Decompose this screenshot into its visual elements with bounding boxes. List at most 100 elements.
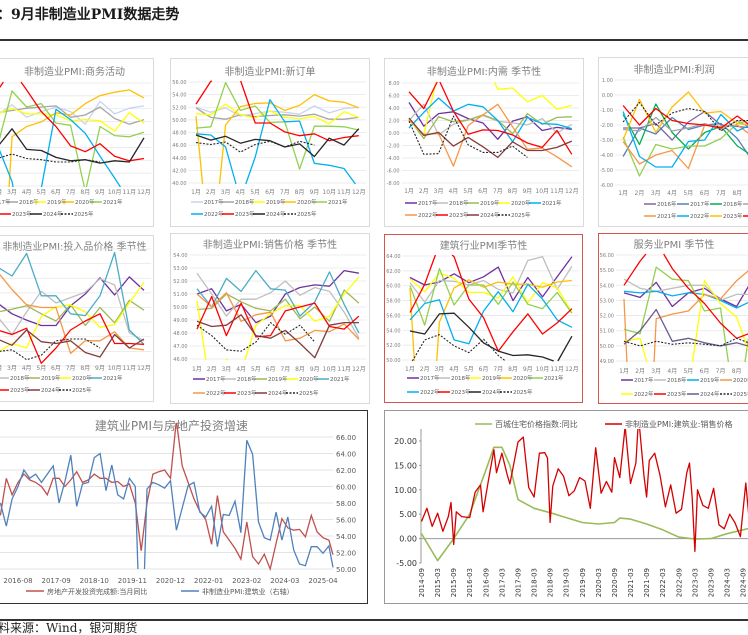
- chart-title: 非制造业PMI:利润: [633, 65, 715, 76]
- x-tick-label: 12月: [565, 366, 579, 373]
- series-line-2021: [0, 251, 145, 345]
- series-line-2025: [0, 153, 101, 163]
- x-tick-label: 2019-11: [118, 577, 147, 585]
- x-tick-label: 1月: [192, 366, 202, 373]
- chart-house-price-vs-sales-price: -5.00 0.00 5.00 10.00 15.00 20.00 2014-09 2015-…: [384, 410, 748, 604]
- legend-label: 2018年: [237, 375, 257, 383]
- y-tick-label: 52.00: [600, 314, 614, 320]
- series-line-2020: [436, 279, 572, 362]
- x-tick-label: 2月: [420, 366, 430, 373]
- series-line-2022: [691, 280, 748, 363]
- series-line-2019: [623, 290, 748, 309]
- x-tick-label: 12月: [352, 189, 366, 196]
- y-tick-label: 58.00: [386, 299, 400, 305]
- x-tick-label: 12月: [137, 365, 151, 372]
- chart-canvas: 49.00 50.00 51.00 52.00 53.00 54.00 55.00 56.00…: [600, 253, 748, 398]
- series-group: [0, 81, 145, 188]
- right-axis-tick: 54.00: [336, 533, 356, 541]
- legend-label: 2017年: [0, 198, 11, 206]
- x-tick-label: 4月: [449, 366, 459, 373]
- series-line-2025: [622, 101, 748, 132]
- legend-label: 2018年: [19, 198, 39, 206]
- legend-label: 2020年: [75, 198, 95, 206]
- y-tick-label: -4.00: [387, 156, 400, 162]
- x-tick-label: 9月: [522, 188, 532, 195]
- y-tick-label: 8.00: [388, 81, 399, 87]
- x-tick-label: 2015-03: [434, 568, 442, 597]
- chart-business-activity: 非制造业PMI:商务活动1月2月3月4月5月6月7月8月9月10月11月12月2…: [0, 58, 154, 227]
- series-line-2017: [196, 269, 360, 324]
- legend-label: 2022年: [634, 390, 654, 398]
- series-line-2022: [40, 108, 121, 188]
- y-tick-label: 42.00: [172, 168, 186, 174]
- legend-label: 2019年: [47, 198, 67, 206]
- series-line-2017: [408, 102, 572, 140]
- y-tick-label: -1.00: [600, 108, 613, 114]
- series-line-2018: [622, 103, 748, 154]
- chart-canvas: -8.00 -6.00 -4.00 -2.00 0.00 2.00 4.00 6.00 8.00…: [387, 81, 580, 219]
- series-line-2022: [0, 273, 145, 355]
- y-tick-label: 50.00: [173, 305, 187, 311]
- x-tick-label: 3月: [7, 365, 17, 372]
- series-line-2025: [623, 337, 748, 347]
- x-tick-label: 11月: [122, 365, 136, 372]
- legend-label: 2016年: [657, 200, 677, 208]
- legend-label: 2018年: [667, 376, 687, 384]
- right-axis-tick: 66.00: [336, 434, 356, 442]
- legend-label: 2023年: [667, 390, 687, 398]
- y-tick-label: 50.00: [600, 344, 614, 350]
- series-line-2021: [0, 90, 85, 188]
- series-line-2021: [409, 267, 573, 326]
- x-tick-label: 3月: [651, 190, 661, 197]
- chart-title: 建筑行业PMI季节性: [439, 241, 528, 252]
- legend-label: 2019年: [482, 374, 502, 382]
- legend-label: 百城住宅价格指数:同比: [495, 419, 578, 429]
- series-line-2020: [409, 287, 415, 362]
- x-tick-label: 1月: [405, 366, 415, 373]
- legend-label: 2021年: [542, 199, 562, 207]
- x-tick-label: 7月: [716, 190, 726, 197]
- legend-label: 2023年: [237, 389, 257, 397]
- y-tick-label: 52.00: [172, 105, 186, 111]
- series-line-2023: [622, 91, 748, 141]
- x-tick-label: 2023-03: [691, 568, 699, 597]
- x-tick-label: 5月: [36, 189, 46, 196]
- x-tick-label: 8月: [80, 189, 90, 196]
- legend-label: 2017年: [634, 376, 654, 384]
- chart-canvas: 50.00 52.00 54.00 56.00 58.00 60.00 62.00 64.00…: [386, 254, 580, 396]
- y-tick-label: 49.00: [173, 318, 187, 324]
- series-line-2020: [8, 89, 145, 188]
- legend-label: 2020年: [72, 374, 92, 382]
- y-tick-label: 2.00: [388, 119, 399, 125]
- x-tick-label: 10月: [323, 366, 337, 373]
- x-tick-label: 5月: [683, 368, 693, 375]
- y-tick-label: 10.00: [394, 486, 417, 495]
- series-group: [408, 81, 573, 168]
- series-line-2021: [623, 266, 730, 363]
- legend-label: 2023年: [235, 210, 255, 218]
- y-tick-label: 54.00: [173, 253, 187, 259]
- x-tick-label: 3月: [434, 188, 444, 195]
- legend-label: 2022年: [206, 389, 226, 397]
- legend-label: 2021年: [103, 198, 123, 206]
- y-tick-label: 51.00: [600, 329, 614, 335]
- x-tick-label: 11月: [550, 366, 564, 373]
- x-tick-label: 2月: [635, 368, 645, 375]
- y-tick-label: 20.00: [394, 437, 417, 446]
- legend-label: 2019年: [268, 375, 288, 383]
- x-tick-label: 10月: [322, 189, 336, 196]
- x-tick-label: 7月: [493, 366, 503, 373]
- y-tick-label: 48.00: [173, 331, 187, 337]
- x-tick-label: 10月: [535, 188, 549, 195]
- x-tick-label: 6月: [51, 365, 61, 372]
- series-group: [196, 269, 360, 361]
- legend-label: 2020年: [511, 199, 531, 207]
- title-divider: [0, 39, 748, 41]
- x-tick-label: 9月: [95, 365, 105, 372]
- x-tick-label: 5月: [463, 188, 473, 195]
- series-line: [420, 428, 626, 546]
- series-line: [639, 428, 748, 552]
- x-tick-label: 6月: [478, 188, 488, 195]
- x-tick-label: 2021-09: [643, 568, 651, 597]
- x-tick-label: 1月: [618, 190, 628, 197]
